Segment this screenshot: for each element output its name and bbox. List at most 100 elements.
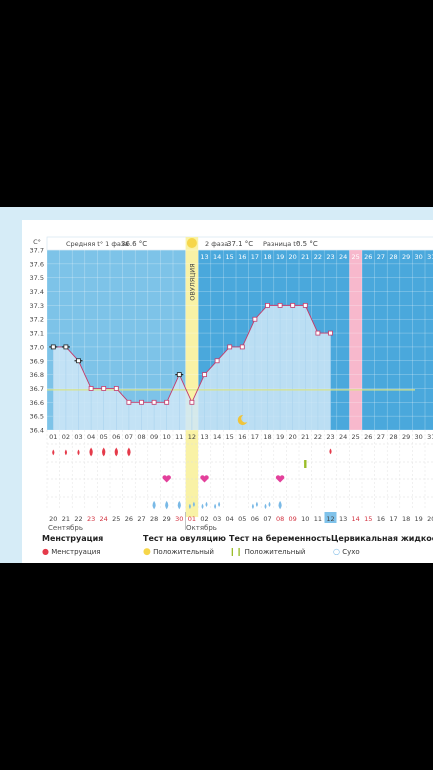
- y-tick-label: 36.8: [30, 371, 44, 379]
- cervical-drop-icon: [152, 500, 156, 510]
- frame-left-bar: [0, 220, 22, 563]
- day-number-bottom: 07: [125, 433, 133, 441]
- ovulation-band: [185, 237, 199, 517]
- calendar-date: 15: [364, 515, 372, 523]
- today-date-highlight: [324, 512, 337, 523]
- y-tick-label: 37.1: [30, 330, 44, 338]
- temperature-point: [164, 399, 170, 405]
- day-number-top: 26: [364, 253, 372, 261]
- temperature-point: [189, 399, 195, 405]
- day-number-bottom: 10: [163, 433, 171, 441]
- y-tick-label: 37.7: [30, 247, 44, 255]
- calendar-date: 21: [62, 515, 70, 523]
- day-number-bottom: 22: [314, 433, 322, 441]
- y-tick-label: 36.9: [30, 357, 44, 365]
- calendar-date: 16: [377, 515, 385, 523]
- menstruation-drop-icon: [127, 447, 131, 457]
- temperature-point: [252, 316, 258, 322]
- calendar-date: 20: [49, 515, 57, 523]
- calendar-date: 14: [352, 515, 360, 523]
- menstruation-drop-icon: [89, 447, 93, 457]
- calendar-date: 09: [289, 515, 297, 523]
- temperature-area: [53, 305, 331, 430]
- calendar-date: 24: [100, 515, 108, 523]
- calendar-date: 26: [125, 515, 133, 523]
- day-number-top: 14: [213, 253, 221, 261]
- y-tick-label: 37.6: [30, 260, 44, 268]
- y-tick-label: 37.4: [30, 288, 44, 296]
- cervical-drop-icon: [177, 500, 181, 510]
- temperature-point: [126, 399, 132, 405]
- day-number-bottom: 25: [352, 433, 360, 441]
- cervical-drop-icon: [165, 500, 169, 510]
- diff-value: 0.5 °C: [296, 240, 318, 248]
- temperature-point: [139, 399, 144, 405]
- y-tick-label: 37.5: [30, 274, 44, 282]
- day-number-bottom: 06: [112, 433, 120, 441]
- calendar-date: 17: [389, 515, 397, 523]
- calendar-date: 11: [314, 515, 322, 523]
- calendar-date: 19: [415, 515, 423, 523]
- header-strip: [46, 236, 433, 251]
- day-number-bottom: 23: [326, 433, 334, 441]
- day-number-bottom: 19: [276, 433, 284, 441]
- calendar-date: 08: [276, 515, 284, 523]
- menstruation-drop-icon: [64, 449, 67, 456]
- calendar-date: 29: [163, 515, 171, 523]
- y-tick-label: 37.3: [30, 302, 44, 310]
- calendar-date: 03: [213, 515, 221, 523]
- temperature-point: [176, 372, 182, 378]
- temperature-point: [202, 372, 207, 378]
- calendar-date: 22: [74, 515, 82, 523]
- day-number-bottom: 08: [137, 433, 145, 441]
- day-number-top: 23: [326, 253, 334, 261]
- temperature-point: [113, 386, 119, 391]
- day-number-bottom: 15: [226, 433, 234, 441]
- day-number-top: 31: [427, 253, 433, 261]
- day-number-bottom: 09: [150, 433, 158, 441]
- ovulation-heart-icon: [200, 475, 209, 483]
- moon-icon: [237, 414, 248, 425]
- calendar-date: 28: [150, 515, 158, 523]
- temperature-point: [302, 302, 308, 308]
- day-number-top: 19: [276, 253, 284, 261]
- y-tick-label: 37.0: [30, 343, 44, 351]
- calendar-date: 05: [238, 515, 246, 523]
- temperature-point: [76, 358, 81, 364]
- bbt-chart: 36.4 36.5 36.6 36.7 36.8 36.9 37.0 37.1 37.2 37.3…: [30, 236, 433, 530]
- temperature-point: [227, 344, 233, 350]
- y-unit-label: C°: [33, 238, 41, 246]
- phase2-value: 37.1 °C: [227, 240, 253, 248]
- temperature-point: [214, 358, 220, 364]
- events-area: [47, 430, 433, 516]
- diff-label: Разница t°: [263, 240, 299, 248]
- day-number-bottom: 01: [49, 433, 57, 441]
- ovulation-heart-icon: [162, 475, 171, 483]
- bbt-chart-frame: 36.4 36.5 36.6 36.7 36.8 36.9 37.0 37.1 37.2 37.3…: [0, 207, 433, 563]
- day-number-bottom: 26: [364, 433, 372, 441]
- calendar-date: 06: [251, 515, 259, 523]
- calendar-date: 02: [200, 515, 208, 523]
- calendar-date: 20: [427, 515, 433, 523]
- day-number-top: 28: [389, 253, 397, 261]
- calendar-date: 23: [87, 515, 95, 523]
- cervical-drop-small-icon: [214, 503, 217, 509]
- day-number-top: 21: [301, 253, 309, 261]
- ovulation-heart-icon: [275, 475, 285, 483]
- day-number-bottom: 05: [100, 433, 108, 441]
- calendar-date: 13: [339, 515, 347, 523]
- day-number-top: 13: [200, 253, 208, 261]
- cervical-drop-icon: [278, 500, 282, 510]
- phase1-value: 36.6 °C: [121, 240, 147, 248]
- cervical-drop-small-icon: [251, 503, 254, 509]
- day-number-bottom: 28: [389, 433, 397, 441]
- temperature-point: [151, 399, 157, 405]
- temperature-point: [88, 386, 94, 391]
- phase1-label: Средняя t° 1 фаза: [66, 240, 128, 248]
- day-number-top: 17: [251, 253, 259, 261]
- cervical-drop-small-icon: [205, 501, 208, 507]
- cervical-drop-small-icon: [255, 501, 258, 507]
- y-tick-label: 36.6: [30, 399, 44, 407]
- day-number-top: 30: [415, 253, 423, 261]
- day-number-top: 27: [377, 253, 385, 261]
